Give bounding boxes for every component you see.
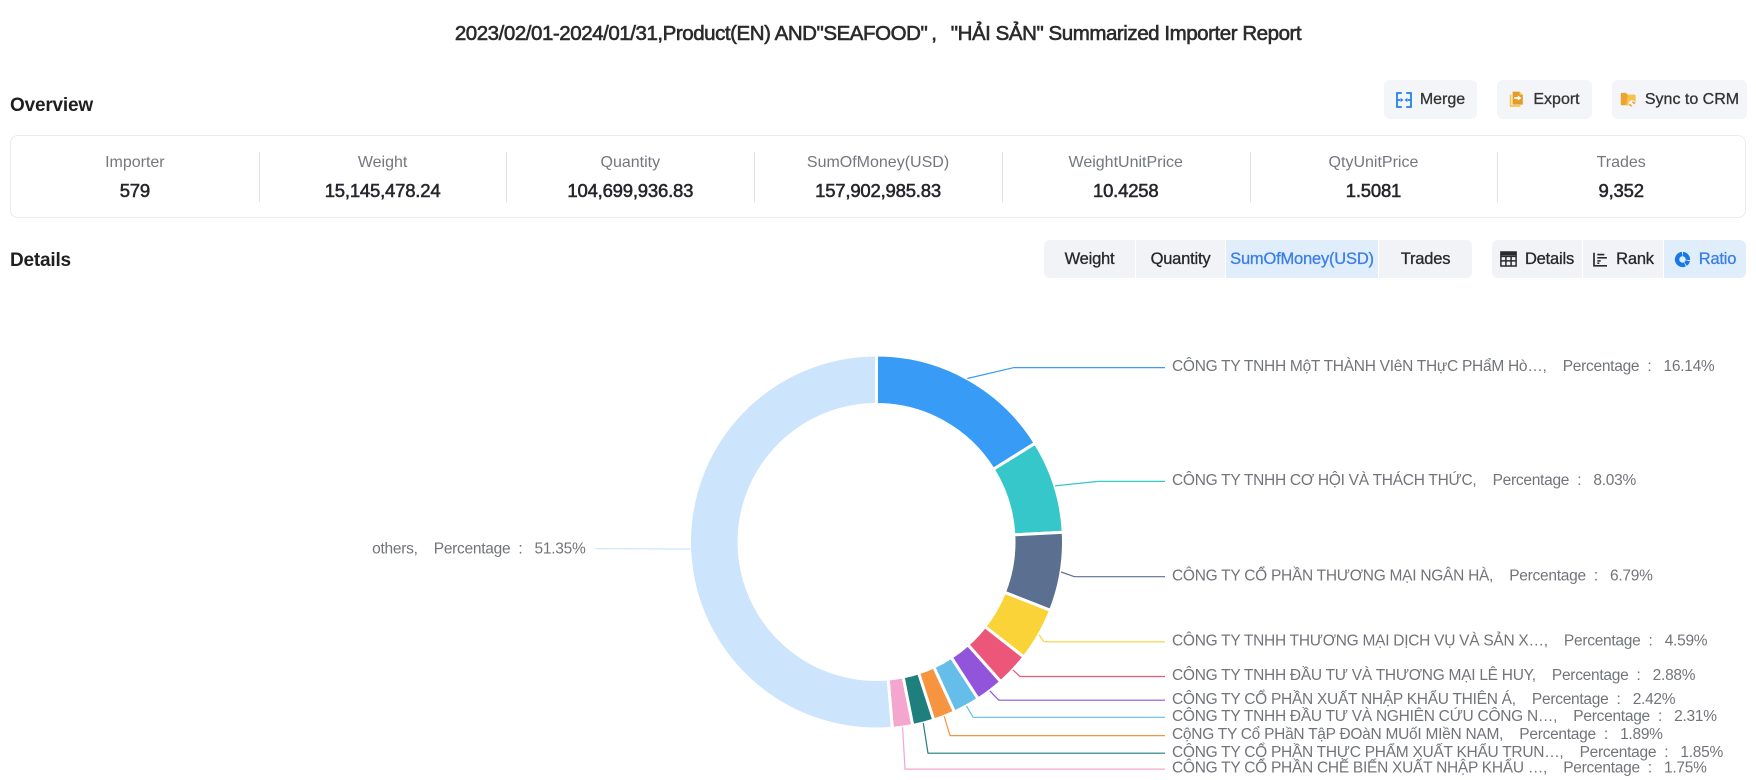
svg-text:CÔNG TY CỔ PHẦN CHẾ BIẾN XUẤT: CÔNG TY CỔ PHẦN CHẾ BIẾN XUẤT NHẬP KHẨU … [1172, 759, 1707, 777]
svg-text:CÔNG TY TNHH MộT THÀNH VIêN TH: CÔNG TY TNHH MộT THÀNH VIêN THựC PHẩM Hò… [1172, 358, 1715, 375]
svg-text:CÔNG TY TNHH THƯƠNG MẠI DỊCH V: CÔNG TY TNHH THƯƠNG MẠI DỊCH VỤ VÀ SẢN X… [1172, 632, 1708, 649]
svg-text:others, Percentage : 51.: others, Percentage : 51.35% [372, 541, 586, 558]
svg-text:CÔNG TY TNHH ĐẦU TƯ VÀ THƯƠNG: CÔNG TY TNHH ĐẦU TƯ VÀ THƯƠNG MẠI LÊ HUY… [1172, 667, 1696, 684]
svg-text:CÔNG TY CỔ PHẦN THỰC PHẨM XUẤT: CÔNG TY CỔ PHẦN THỰC PHẨM XUẤT KHẨU TRUN… [1172, 743, 1723, 761]
svg-text:CÔNG TY CỔ PHẦN THƯƠNG MẠI NGÂ: CÔNG TY CỔ PHẦN THƯƠNG MẠI NGÂN HÀ, Perc… [1172, 566, 1653, 584]
svg-text:CÔNG TY CỔ PHẦN XUẤT NHẬP KHẨU: CÔNG TY CỔ PHẦN XUẤT NHẬP KHẨU THIÊN Á, … [1172, 690, 1676, 708]
svg-text:CộNG TY Cổ PHầN TậP ĐOàN MUốI: CộNG TY Cổ PHầN TậP ĐOàN MUốI MIềN NAM, … [1172, 726, 1663, 743]
svg-text:CÔNG TY TNHH CƠ HỘI VÀ THÁCH T: CÔNG TY TNHH CƠ HỘI VÀ THÁCH THỨC, Perce… [1172, 472, 1636, 489]
svg-text:CÔNG TY TNHH ĐẦU TƯ VÀ NGHIÊN: CÔNG TY TNHH ĐẦU TƯ VÀ NGHIÊN CỨU CÔNG N… [1172, 708, 1717, 725]
